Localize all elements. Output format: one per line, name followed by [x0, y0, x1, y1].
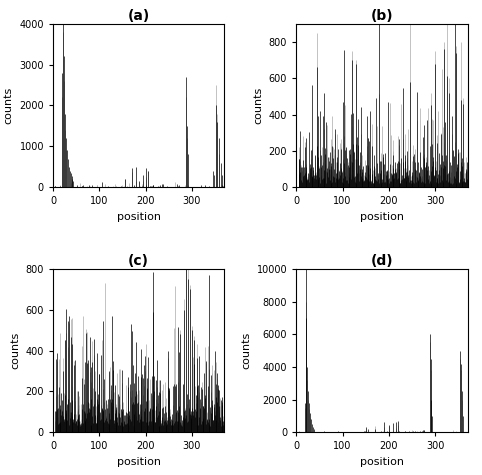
Title: (c): (c)	[128, 254, 149, 268]
Y-axis label: counts: counts	[4, 87, 14, 124]
Title: (b): (b)	[371, 9, 393, 23]
Y-axis label: counts: counts	[253, 87, 263, 124]
Title: (d): (d)	[371, 254, 393, 268]
X-axis label: position: position	[117, 457, 161, 467]
Title: (a): (a)	[128, 9, 150, 23]
X-axis label: position: position	[117, 212, 161, 222]
Y-axis label: counts: counts	[10, 332, 20, 369]
X-axis label: position: position	[360, 457, 404, 467]
X-axis label: position: position	[360, 212, 404, 222]
Y-axis label: counts: counts	[241, 332, 251, 369]
